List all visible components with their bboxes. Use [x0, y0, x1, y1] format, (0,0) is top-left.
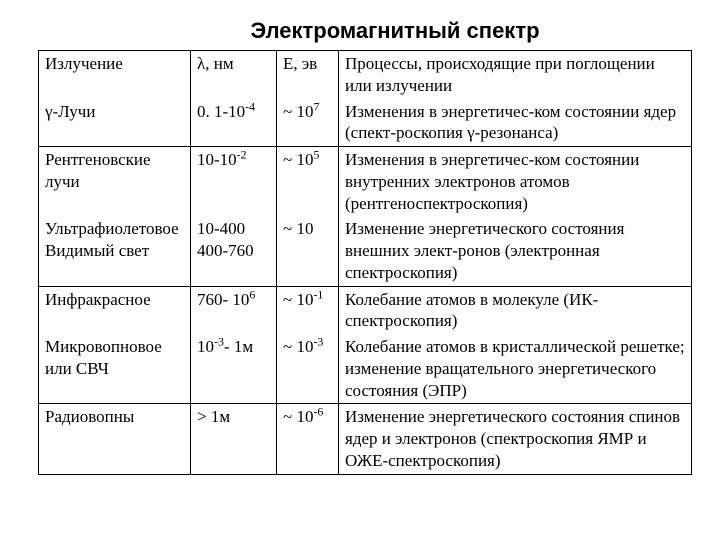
cell-energy: ~ 10-1	[277, 286, 339, 334]
cell-wavelength: 10-400 400-760	[191, 216, 277, 286]
cell-energy: Е, эв	[277, 51, 339, 99]
cell-radiation: Рентгеновские лучи	[39, 147, 191, 217]
table-row: Радиовопны > 1м ~ 10-6 Изменение энергет…	[39, 404, 692, 474]
cell-energy: ~ 105	[277, 147, 339, 217]
cell-wavelength: > 1м	[191, 404, 277, 474]
cell-process: Колебание атомов в кристаллической решет…	[339, 334, 692, 404]
cell-wavelength: λ, нм	[191, 51, 277, 99]
cell-wavelength: 760- 106	[191, 286, 277, 334]
cell-wavelength: 10-3- 1м	[191, 334, 277, 404]
cell-energy: ~ 10-6	[277, 404, 339, 474]
cell-wavelength: 10-10-2	[191, 147, 277, 217]
cell-radiation: Радиовопны	[39, 404, 191, 474]
table-row: Инфракрасное 760- 106 ~ 10-1 Колебание а…	[39, 286, 692, 334]
table-row: Ультрафиолетовое Видимый свет 10-400 400…	[39, 216, 692, 286]
cell-radiation: Микровопновое или СВЧ	[39, 334, 191, 404]
cell-process: Изменение энергетического состояния спин…	[339, 404, 692, 474]
cell-process: Изменения в энергетичес-ком состоянии яд…	[339, 99, 692, 147]
cell-radiation: γ-Лучи	[39, 99, 191, 147]
table-row: γ-Лучи 0. 1-10-4 ~ 107 Изменения в энерг…	[39, 99, 692, 147]
cell-process: Колебание атомов в молекуле (ИК-спектрос…	[339, 286, 692, 334]
page-title: Электромагнитный спектр	[98, 18, 692, 44]
cell-radiation: Инфракрасное	[39, 286, 191, 334]
cell-energy: ~ 10	[277, 216, 339, 286]
spectrum-table: Излучение λ, нм Е, эв Процессы, происход…	[38, 50, 692, 475]
cell-energy: ~ 10-3	[277, 334, 339, 404]
cell-energy: ~ 107	[277, 99, 339, 147]
table-row: Микровопновое или СВЧ 10-3- 1м ~ 10-3 Ко…	[39, 334, 692, 404]
cell-radiation: Ультрафиолетовое Видимый свет	[39, 216, 191, 286]
cell-process: Процессы, происходящие при поглощении ил…	[339, 51, 692, 99]
table-row: Рентгеновские лучи 10-10-2 ~ 105 Изменен…	[39, 147, 692, 217]
cell-wavelength: 0. 1-10-4	[191, 99, 277, 147]
cell-radiation: Излучение	[39, 51, 191, 99]
table-row: Излучение λ, нм Е, эв Процессы, происход…	[39, 51, 692, 99]
cell-process: Изменения в энергетичес-ком состоянии вн…	[339, 147, 692, 217]
cell-process: Изменение энергетического состояния внеш…	[339, 216, 692, 286]
